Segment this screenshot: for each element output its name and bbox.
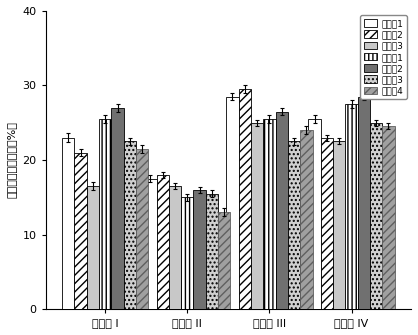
Bar xyxy=(333,141,345,309)
Bar xyxy=(358,96,370,309)
Bar xyxy=(321,138,333,309)
Legend: 实施例1, 实施例2, 实施例3, 对比例1, 对比例2, 对比例3, 对比例4: 实施例1, 实施例2, 实施例3, 对比例1, 对比例2, 对比例3, 对比例4 xyxy=(360,15,407,99)
Bar xyxy=(226,96,239,309)
Bar xyxy=(99,119,111,309)
Bar xyxy=(345,104,358,309)
Bar xyxy=(111,108,124,309)
Bar xyxy=(156,175,169,309)
Bar xyxy=(263,119,275,309)
Bar xyxy=(144,179,156,309)
Bar xyxy=(194,190,206,309)
Y-axis label: 三肽酶相对酶活力（%）: 三肽酶相对酶活力（%） xyxy=(7,122,17,198)
Bar xyxy=(206,194,218,309)
Bar xyxy=(300,130,313,309)
Bar xyxy=(382,126,395,309)
Bar xyxy=(124,141,136,309)
Bar xyxy=(239,89,251,309)
Bar xyxy=(181,197,194,309)
Bar xyxy=(308,119,321,309)
Bar xyxy=(136,149,148,309)
Bar xyxy=(87,186,99,309)
Bar xyxy=(74,152,87,309)
Bar xyxy=(169,186,181,309)
Bar xyxy=(218,212,230,309)
Bar xyxy=(288,141,300,309)
Bar xyxy=(62,138,74,309)
Bar xyxy=(370,123,382,309)
Bar xyxy=(275,112,288,309)
Bar xyxy=(251,123,263,309)
